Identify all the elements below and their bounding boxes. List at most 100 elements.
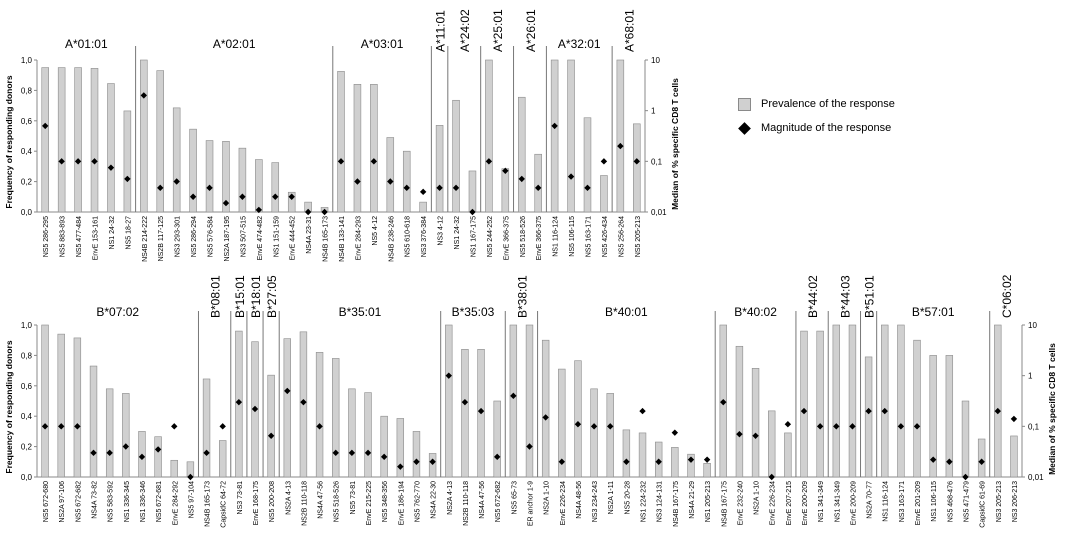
bar xyxy=(315,352,324,478)
category-label: NS5 256-264 xyxy=(618,216,625,257)
diamond-marker xyxy=(816,423,824,430)
bar xyxy=(671,447,679,478)
group-label: A*25:01 xyxy=(491,9,505,52)
category-label: NS5 583-592 xyxy=(108,481,115,522)
bar xyxy=(541,339,550,478)
category-label: EnvE 226-234 xyxy=(770,481,777,525)
bar xyxy=(170,459,178,478)
y2-axis-title: Median of % specific CD8 T cells xyxy=(1047,343,1057,475)
bar xyxy=(90,68,99,213)
category-label: EnvE 200-209 xyxy=(802,481,809,525)
bar xyxy=(485,59,493,213)
diamond-marker xyxy=(502,167,509,175)
category-label: NS1 224-232 xyxy=(641,481,648,522)
y-axis-title: Frequency of responding donors xyxy=(4,75,14,208)
category-label: NS3 376-384 xyxy=(421,216,428,257)
diamond-marker xyxy=(272,193,279,200)
bar xyxy=(74,67,82,213)
category-label: ER anchor 1-9 xyxy=(528,481,535,526)
diamond-marker xyxy=(300,398,307,406)
diamond-marker xyxy=(348,449,356,457)
group-label: B*15:01 xyxy=(233,275,247,318)
category-label: EnvE 153-161 xyxy=(93,216,100,260)
diamond-marker xyxy=(558,458,565,465)
bar xyxy=(154,436,162,478)
category-label: NS4A 23-31 xyxy=(306,216,313,254)
legend-diamond-swatch xyxy=(738,121,751,135)
bar xyxy=(574,360,582,478)
diamond-marker xyxy=(429,458,436,465)
category-label: NS5 348-356 xyxy=(382,481,389,522)
group-label: A*11:01 xyxy=(434,10,448,52)
diamond-marker xyxy=(800,407,808,415)
category-label: NS5 73-81 xyxy=(350,481,357,515)
bar xyxy=(509,324,518,478)
diamond-marker xyxy=(485,158,493,165)
diamond-marker xyxy=(267,432,275,440)
diamond-marker xyxy=(206,184,213,192)
group-label: A*26:01 xyxy=(524,9,538,52)
y-tick-label: 0,8 xyxy=(21,86,33,95)
diamond-marker xyxy=(897,423,905,430)
y2-tick-label: 0,1 xyxy=(651,157,663,166)
category-label: NS4A 21-29 xyxy=(689,481,696,519)
y-tick-label: 0,6 xyxy=(21,117,33,126)
category-label: NS2A 70-77 xyxy=(867,481,874,519)
diamond-marker xyxy=(574,421,582,428)
diamond-marker xyxy=(542,414,549,421)
group-label: B*18:01 xyxy=(249,275,263,318)
category-label: NS5 205-213 xyxy=(635,216,642,257)
y2-axis-title: Median of % specific CD8 T cells xyxy=(670,78,680,210)
diamond-marker xyxy=(913,423,921,430)
category-label: NS2A 4-13 xyxy=(285,481,292,515)
category-label: NS4B 214-222 xyxy=(142,216,149,262)
bar xyxy=(816,330,824,478)
y-tick-label: 1,0 xyxy=(21,321,33,330)
category-label: NS4A 73-82 xyxy=(92,481,99,519)
bar xyxy=(622,429,631,478)
bar xyxy=(977,438,986,478)
diamond-marker xyxy=(122,443,130,450)
diamond-marker xyxy=(58,158,65,165)
category-label: NS1 116-124 xyxy=(553,216,560,257)
bar xyxy=(784,432,792,478)
diamond-marker xyxy=(567,173,575,180)
diamond-marker xyxy=(235,398,243,406)
bar xyxy=(202,378,211,478)
bar xyxy=(606,393,614,478)
group-label: A*32:01 xyxy=(558,37,601,51)
category-label: NS4B 133-141 xyxy=(339,216,346,262)
bar xyxy=(105,388,114,478)
bar xyxy=(123,110,132,213)
category-label: NS4B 165-173 xyxy=(323,216,330,262)
bar xyxy=(600,175,608,213)
diamond-marker xyxy=(403,184,410,192)
bar xyxy=(567,59,575,213)
diamond-marker xyxy=(736,430,743,438)
group-label: B*38:01 xyxy=(515,275,529,318)
category-label: NS4B 165-173 xyxy=(205,481,212,527)
bar xyxy=(386,137,395,213)
category-label: NS1 341-349 xyxy=(818,481,825,522)
diamond-marker xyxy=(655,458,662,465)
bar xyxy=(994,324,1002,478)
bar xyxy=(735,345,744,478)
y-tick-label: 0,0 xyxy=(21,473,33,482)
bar xyxy=(493,400,501,478)
bar xyxy=(412,431,421,478)
diamond-marker xyxy=(171,423,178,430)
y-tick-label: 0,2 xyxy=(21,443,33,452)
bar xyxy=(41,67,49,213)
diamond-marker xyxy=(90,449,97,457)
bar xyxy=(337,71,345,213)
diamond-marker xyxy=(994,407,1001,415)
category-label: NS4B 238-246 xyxy=(388,216,395,262)
bar xyxy=(832,324,840,478)
group-label: B*27:05 xyxy=(265,275,279,318)
category-label: NS5 672-682 xyxy=(75,481,82,522)
bar xyxy=(402,150,411,213)
category-label: NS2B 110-118 xyxy=(463,481,470,526)
diamond-marker xyxy=(671,429,679,436)
bar xyxy=(687,453,695,478)
diamond-marker xyxy=(42,122,49,130)
